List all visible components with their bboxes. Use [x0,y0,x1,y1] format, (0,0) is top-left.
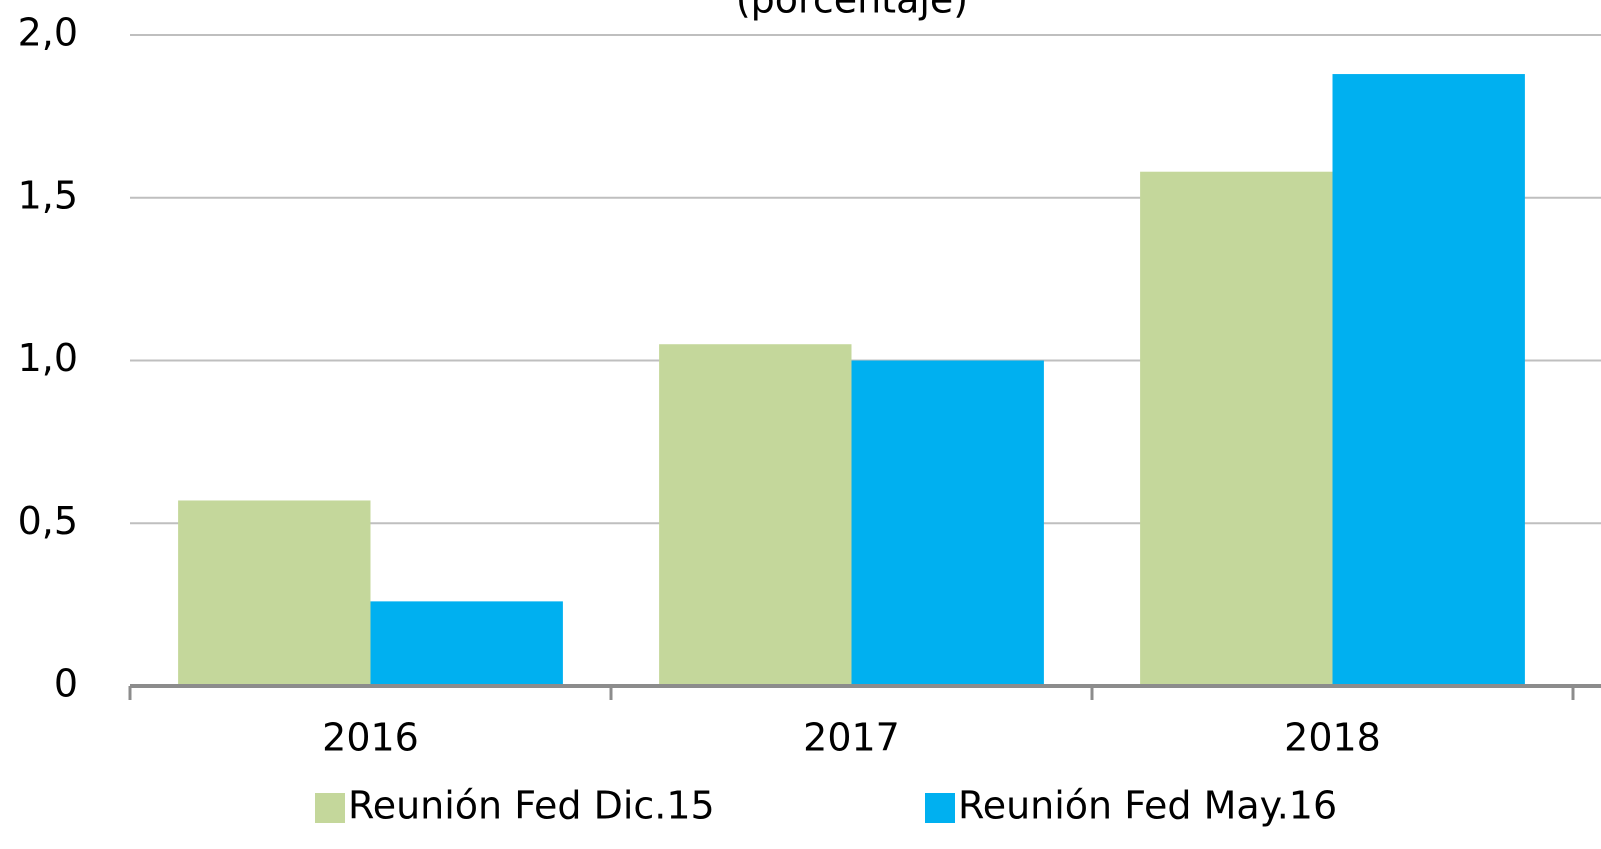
bar [1140,171,1333,686]
bar [851,360,1044,686]
legend-swatch [925,793,955,823]
legend-swatch [315,793,345,823]
bar [1332,74,1525,686]
x-tick-label: 2017 [803,716,900,760]
chart-subtitle: (porcentaje) [736,0,968,22]
y-tick-label: 2,0 [18,11,78,55]
y-tick-label: 0,5 [18,499,78,543]
y-tick-label: 0 [54,662,78,706]
x-tick-label: 2016 [322,716,419,760]
legend-label: Reunión Fed May.16 [958,784,1337,828]
y-tick-label: 1,0 [18,336,78,380]
x-tick-label: 2018 [1284,716,1381,760]
bar [178,500,371,686]
bar [659,344,852,686]
legend-label: Reunión Fed Dic.15 [348,784,715,828]
bar [370,601,563,686]
y-tick-label: 1,5 [18,173,78,217]
